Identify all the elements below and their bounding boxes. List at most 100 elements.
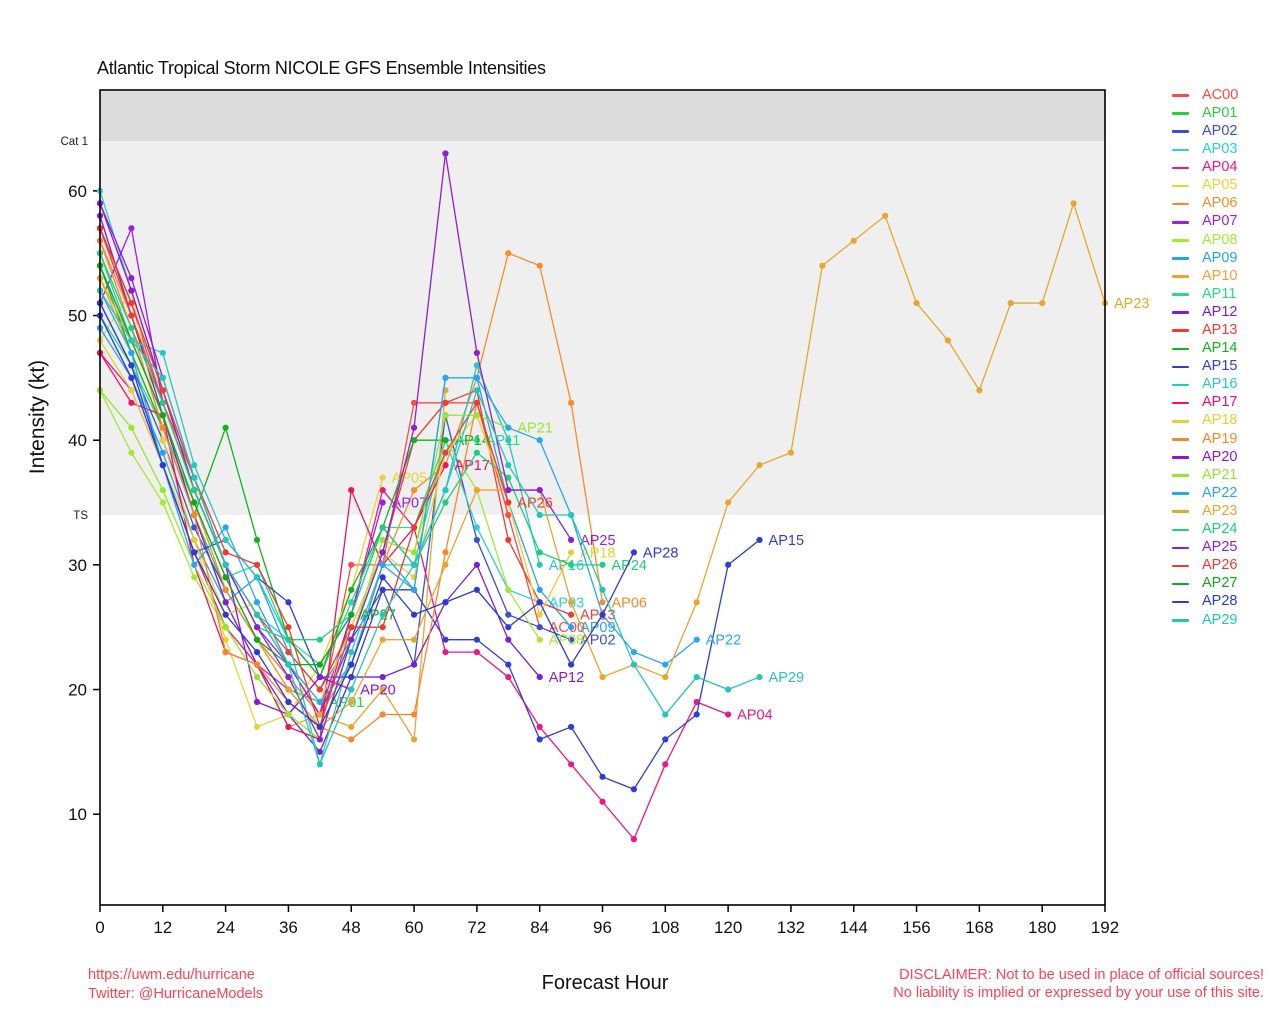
data-point (536, 673, 543, 681)
y-tick-label: 40 (68, 431, 87, 450)
data-point (505, 424, 512, 431)
data-point (756, 536, 763, 544)
series-end-label-AP21: AP21 (517, 421, 552, 437)
data-point (410, 661, 418, 668)
legend-item-AP02: AP02 (1172, 122, 1278, 140)
data-point (128, 337, 135, 344)
data-point (693, 636, 700, 643)
data-point (473, 399, 480, 406)
data-point (348, 686, 355, 693)
data-point (505, 536, 512, 544)
data-point (253, 574, 261, 581)
data-point (253, 536, 261, 544)
data-point (819, 262, 826, 269)
data-point (442, 549, 449, 556)
data-point (599, 586, 606, 593)
data-point (379, 611, 386, 618)
data-point (222, 524, 229, 531)
series-end-label-AP14: AP14 (454, 433, 489, 449)
data-point (756, 673, 763, 681)
data-point (191, 462, 198, 469)
legend-swatch (1172, 510, 1189, 513)
data-point (1070, 200, 1077, 207)
data-point (473, 536, 480, 544)
data-point (410, 437, 418, 444)
data-point (316, 748, 323, 755)
data-point (693, 673, 700, 681)
data-point (442, 399, 449, 406)
data-point (348, 624, 355, 631)
series-end-label-AP25: AP25 (580, 533, 615, 549)
data-point (505, 661, 512, 668)
legend-swatch (1172, 383, 1189, 387)
data-point (567, 599, 575, 606)
data-point (348, 723, 355, 731)
data-point (410, 636, 418, 643)
data-point (128, 275, 135, 282)
x-tick-label: 144 (840, 918, 868, 937)
data-point (630, 836, 638, 843)
data-point (599, 599, 606, 606)
legend-swatch (1172, 184, 1189, 188)
data-point (222, 424, 229, 431)
legend-label: AP09 (1202, 249, 1238, 266)
data-point (505, 624, 512, 631)
data-point (316, 761, 323, 768)
series-end-label-AP03: AP03 (549, 595, 584, 611)
y-tick-label: 50 (68, 307, 87, 326)
series-AP29: AP29 (96, 287, 804, 768)
legend-label: AP05 (1202, 177, 1238, 194)
series-line-AP21 (99, 389, 509, 741)
data-point (976, 387, 983, 394)
legend-label: AP24 (1202, 521, 1238, 538)
legend: AC00 AP01 AP02 AP03 AP04 AP05 AP06 AP07 AP08 AP09… (1172, 86, 1278, 629)
data-point (630, 661, 638, 668)
data-point (285, 723, 292, 731)
legend-item-AP06: AP06 (1172, 195, 1278, 213)
data-point (191, 549, 198, 556)
data-point (253, 611, 261, 618)
legend-item-AP19: AP19 (1172, 430, 1278, 448)
twitter-link[interactable]: Twitter: @HurricaneModels (88, 986, 264, 1003)
data-point (253, 661, 261, 668)
data-point (442, 499, 449, 506)
data-point (787, 449, 795, 456)
legend-label: AP06 (1202, 195, 1238, 212)
series-line-AP29 (99, 290, 760, 767)
legend-label: AP04 (1202, 159, 1238, 176)
x-tick-label: 120 (714, 918, 742, 937)
data-point (944, 337, 952, 344)
data-point (410, 399, 418, 406)
data-point (536, 262, 543, 269)
data-point (599, 798, 606, 805)
data-point (1039, 299, 1046, 307)
legend-swatch (1172, 220, 1189, 224)
data-point (222, 586, 229, 593)
data-point (630, 549, 638, 556)
site-url-link[interactable]: https://uwm.edu/hurricane (88, 967, 255, 983)
data-point (128, 324, 135, 332)
data-point (567, 761, 575, 768)
data-point (379, 636, 386, 643)
data-point (505, 673, 512, 681)
data-point (191, 536, 198, 544)
legend-label: AP23 (1202, 502, 1238, 519)
legend-label: AP27 (1202, 575, 1238, 592)
data-point (599, 773, 606, 780)
legend-swatch (1172, 419, 1189, 423)
data-point (536, 636, 543, 643)
x-tick-label: 96 (593, 918, 612, 937)
x-tick-label: 180 (1028, 918, 1056, 937)
legend-swatch (1172, 456, 1189, 459)
legend-item-AP16: AP16 (1172, 376, 1278, 394)
data-point (128, 349, 135, 357)
legend-label: AP17 (1202, 394, 1238, 411)
data-point (630, 649, 638, 656)
data-point (725, 711, 732, 718)
data-point (442, 412, 449, 419)
data-point (410, 524, 418, 531)
legend-item-AP07: AP07 (1172, 213, 1278, 231)
data-point (567, 561, 575, 568)
data-point (662, 761, 669, 768)
data-point (410, 424, 418, 431)
